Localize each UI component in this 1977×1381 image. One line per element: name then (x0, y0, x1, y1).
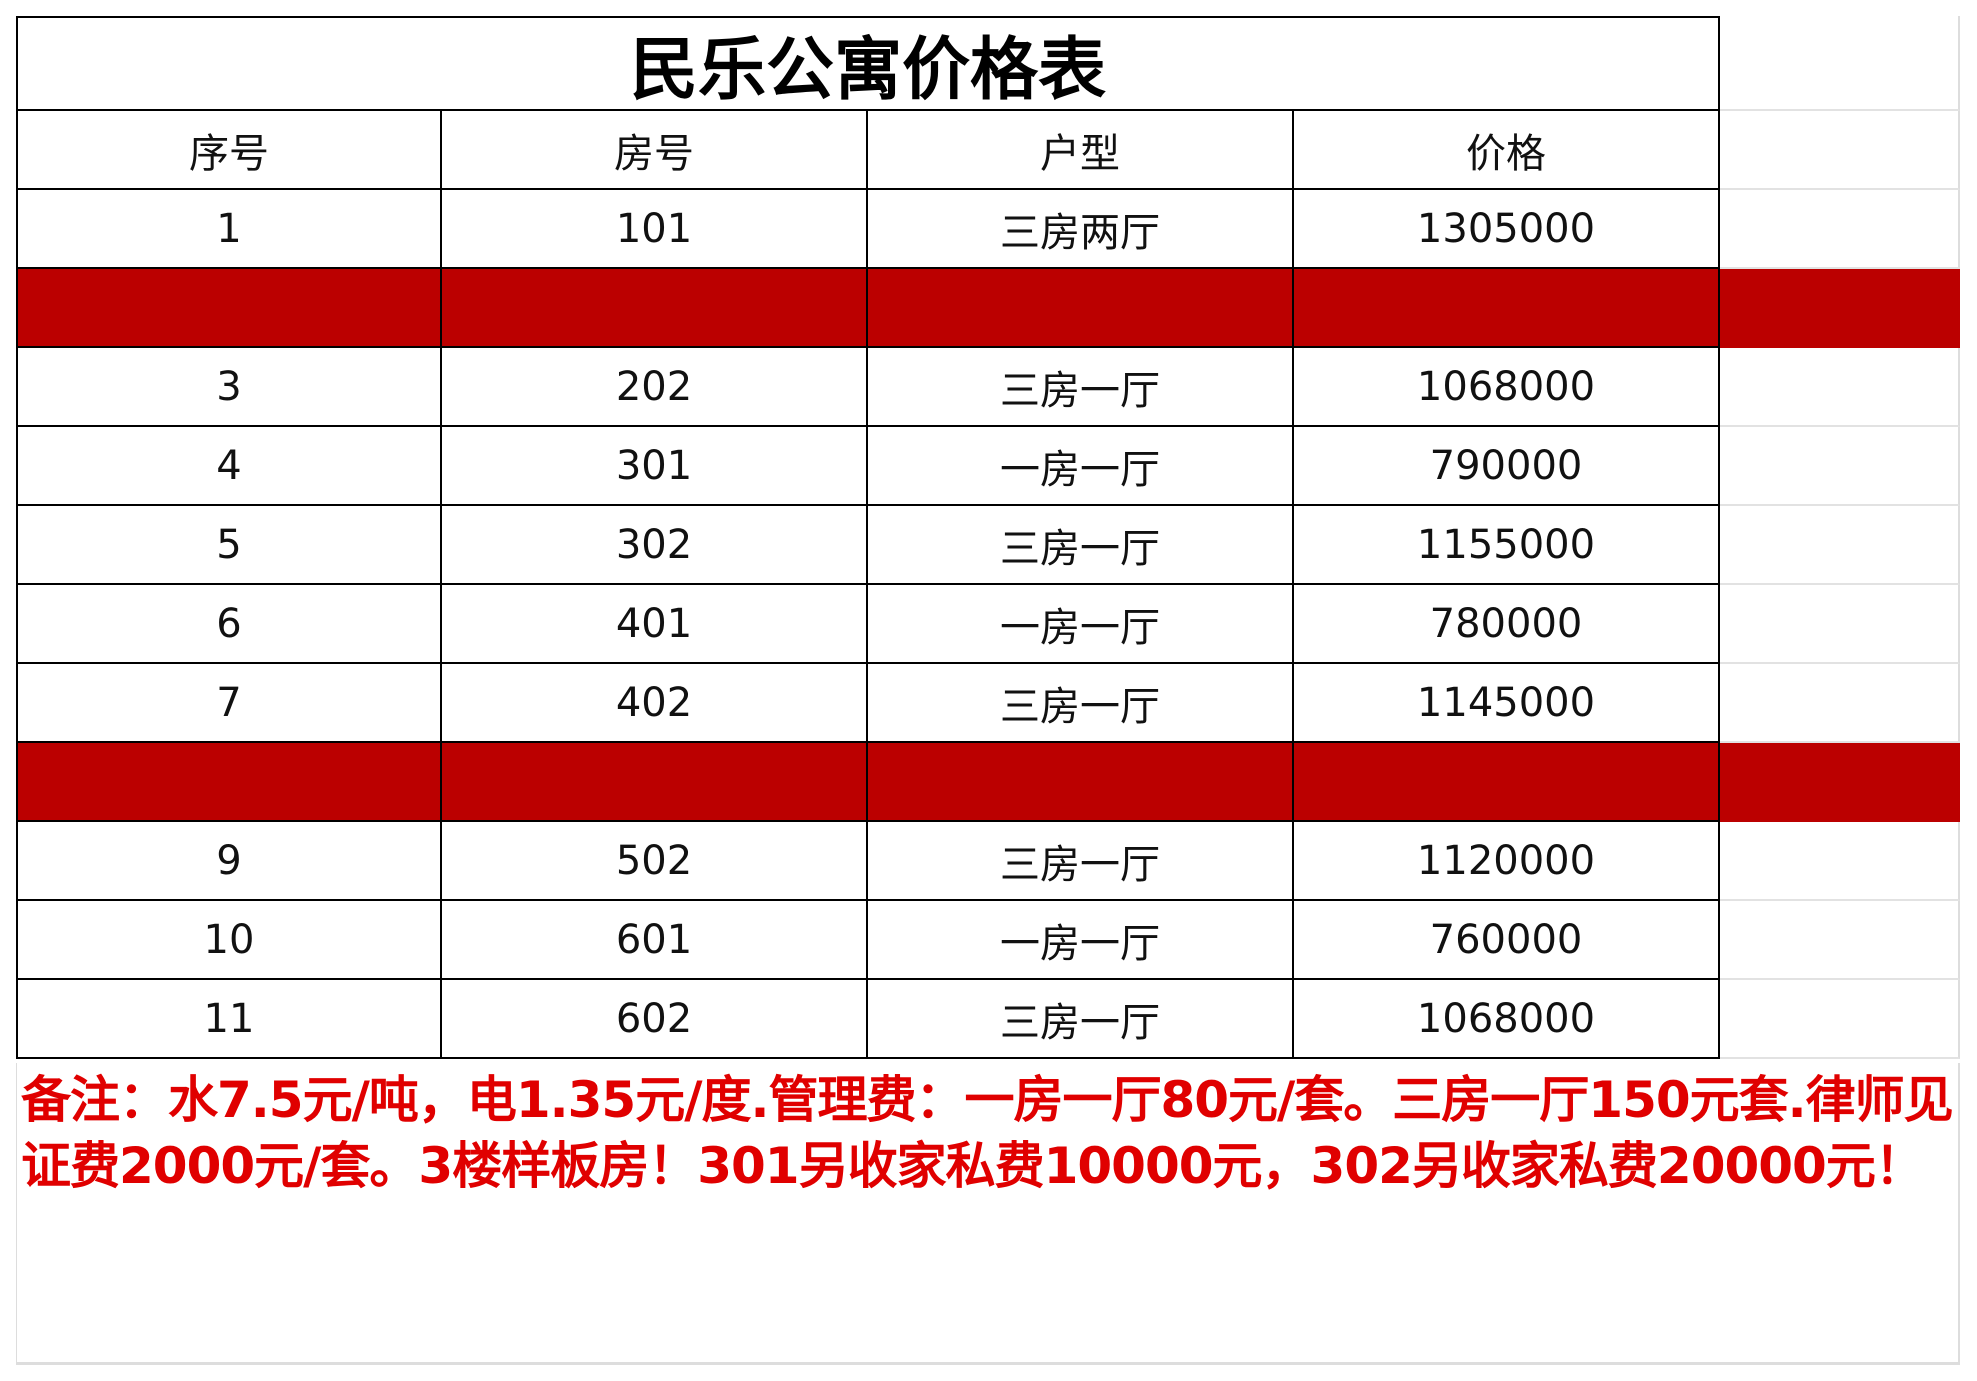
cell-room: 101 (442, 190, 868, 269)
highlighted-row (16, 269, 1720, 348)
sheet-gridcell (1720, 348, 1960, 427)
cell-seq: 3 (16, 348, 442, 427)
cell-seq (16, 269, 442, 348)
table-row: 4 301 一房一厅 790000 (16, 427, 1720, 506)
header-row: 序号 房号 户型 价格 (16, 111, 1720, 190)
cell-seq (16, 743, 442, 822)
table-row: 10 601 一房一厅 760000 (16, 901, 1720, 980)
table-row: 6 401 一房一厅 780000 (16, 585, 1720, 664)
cell-type: 三房一厅 (868, 664, 1294, 743)
cell-type: 三房一厅 (868, 348, 1294, 427)
table-row: 1 101 三房两厅 1305000 (16, 190, 1720, 269)
notes-text: 备注：水7.5元/吨，电1.35元/度.管理费：一房一厅80元/套。三房一厅15… (16, 1063, 1960, 1365)
table-title: 民乐公寓价格表 (16, 16, 1720, 111)
cell-price: 1068000 (1294, 348, 1720, 427)
table-row: 11 602 三房一厅 1068000 (16, 980, 1720, 1059)
table-row: 5 302 三房一厅 1155000 (16, 506, 1720, 585)
cell-seq: 11 (16, 980, 442, 1059)
cell-type: 三房两厅 (868, 190, 1294, 269)
cell-price: 780000 (1294, 585, 1720, 664)
cell-type: 三房一厅 (868, 822, 1294, 901)
cell-price: 1155000 (1294, 506, 1720, 585)
cell-price: 1305000 (1294, 190, 1720, 269)
sheet-gridcell (1720, 980, 1960, 1059)
sheet-gridcell (1720, 822, 1960, 901)
cell-type (868, 743, 1294, 822)
sheet-gridcell (1720, 111, 1960, 190)
cell-room: 301 (442, 427, 868, 506)
cell-seq: 6 (16, 585, 442, 664)
sheet-gridcell (1720, 269, 1960, 348)
table-row: 7 402 三房一厅 1145000 (16, 664, 1720, 743)
cell-type: 三房一厅 (868, 980, 1294, 1059)
cell-room: 402 (442, 664, 868, 743)
sheet-gridcell (1720, 427, 1960, 506)
cell-seq: 4 (16, 427, 442, 506)
cell-price: 1068000 (1294, 980, 1720, 1059)
cell-type: 一房一厅 (868, 585, 1294, 664)
cell-room: 302 (442, 506, 868, 585)
cell-price: 1145000 (1294, 664, 1720, 743)
cell-type: 一房一厅 (868, 427, 1294, 506)
highlighted-row (16, 743, 1720, 822)
sheet-gridcell (1720, 190, 1960, 269)
cell-type: 一房一厅 (868, 901, 1294, 980)
cell-seq: 5 (16, 506, 442, 585)
sheet-gridcell (1720, 585, 1960, 664)
cell-type: 三房一厅 (868, 506, 1294, 585)
table-row: 3 202 三房一厅 1068000 (16, 348, 1720, 427)
sheet-gridcell (1720, 664, 1960, 743)
cell-type (868, 269, 1294, 348)
sheet-gridcell (1720, 743, 1960, 822)
cell-seq: 7 (16, 664, 442, 743)
cell-price (1294, 743, 1720, 822)
sheet-gridcell (1720, 16, 1960, 111)
cell-seq: 10 (16, 901, 442, 980)
header-room: 房号 (442, 111, 868, 190)
sheet-gridcell (1720, 901, 1960, 980)
cell-room: 601 (442, 901, 868, 980)
header-price: 价格 (1294, 111, 1720, 190)
cell-room (442, 743, 868, 822)
cell-price: 790000 (1294, 427, 1720, 506)
cell-room: 401 (442, 585, 868, 664)
cell-room: 502 (442, 822, 868, 901)
table-row: 9 502 三房一厅 1120000 (16, 822, 1720, 901)
header-type: 户型 (868, 111, 1294, 190)
cell-room (442, 269, 868, 348)
cell-seq: 1 (16, 190, 442, 269)
cell-seq: 9 (16, 822, 442, 901)
sheet-gridcell (1720, 506, 1960, 585)
header-seq: 序号 (16, 111, 442, 190)
cell-price: 760000 (1294, 901, 1720, 980)
cell-room: 202 (442, 348, 868, 427)
cell-room: 602 (442, 980, 868, 1059)
cell-price (1294, 269, 1720, 348)
cell-price: 1120000 (1294, 822, 1720, 901)
